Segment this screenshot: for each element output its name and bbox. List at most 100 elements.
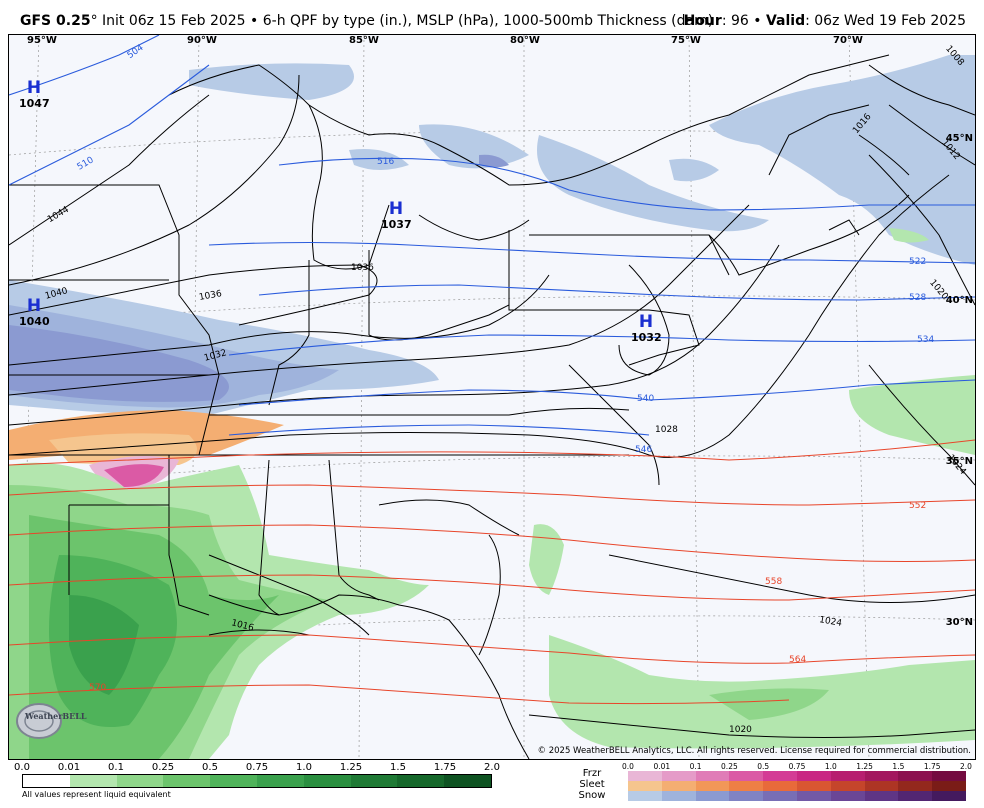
rain-ticks: 0.0 0.01 0.1 0.25 0.5 0.75 1.0 1.25 1.5 …	[14, 762, 500, 774]
isobar-label: 1028	[655, 425, 678, 435]
sleet-swatch	[830, 781, 865, 791]
type-tick: 1.0	[824, 762, 837, 771]
valid-time: Hour: 96 • Valid: 06z Wed 19 Feb 2025	[684, 13, 966, 29]
isobar-label: 1020	[729, 725, 752, 735]
rain-swatch	[303, 775, 351, 787]
rain-tick: 2.0	[484, 762, 500, 773]
rain-swatch	[23, 775, 70, 787]
frzr-swatch	[695, 771, 730, 781]
map-canvas	[9, 35, 975, 759]
rain-tick: 1.25	[339, 762, 363, 773]
frzr-swatch	[830, 771, 865, 781]
valid-value: : 06z Wed 19 Feb 2025	[805, 13, 966, 29]
precip-type-legend: 0.0 0.01 0.1 0.25 0.5 0.75 1.0 1.25 1.5 …	[560, 762, 980, 806]
type-tick: 0.1	[689, 762, 702, 771]
rain-swatch	[116, 775, 164, 787]
type-tick: 1.25	[856, 762, 873, 771]
weatherbell-logo: WeatherBELL	[13, 695, 97, 741]
thickness-red	[9, 439, 975, 705]
rain-swatch	[397, 775, 445, 787]
frzr-label: Frzr	[582, 768, 602, 779]
isobars	[9, 64, 975, 738]
map-title: GFS 0.25° Init 06z 15 Feb 2025 • 6-h QPF…	[20, 13, 713, 29]
rain-swatch	[163, 775, 211, 787]
snow-swatch	[763, 791, 797, 801]
model-name: GFS 0.25	[20, 13, 91, 29]
sleet-swatch	[864, 781, 899, 791]
isobar-label: 1036	[351, 263, 374, 273]
lon-label: 70°W	[833, 35, 863, 46]
pressure-value: 1040	[19, 315, 50, 328]
pressure-value: 1032	[631, 331, 662, 344]
sleet-swatch	[628, 781, 662, 791]
sleet-colorbar	[628, 781, 966, 791]
copyright-notice: © 2025 WeatherBELL Analytics, LLC. All r…	[537, 746, 971, 756]
frzr-swatch	[932, 771, 966, 781]
lon-label: 75°W	[671, 35, 701, 46]
type-tick: 1.5	[892, 762, 905, 771]
type-tick: 0.75	[788, 762, 806, 771]
frzr-swatch	[729, 771, 764, 781]
high-symbol: H	[638, 312, 654, 332]
lon-label: 95°W	[27, 35, 57, 46]
frzr-colorbar	[628, 771, 966, 781]
title-separator: •	[748, 13, 766, 29]
sleet-label: Sleet	[579, 779, 605, 790]
thickness-label: 558	[765, 577, 783, 587]
mixed-precip	[9, 410, 284, 490]
high-symbol: H	[26, 78, 42, 98]
sleet-swatch	[898, 781, 933, 791]
rain-tick: 0.0	[14, 762, 30, 773]
rain-tick: 0.25	[151, 762, 175, 773]
rain-colorbar	[22, 774, 492, 788]
rain-swatch	[210, 775, 257, 787]
high-pressure-center: H 1032	[631, 312, 662, 344]
type-tick: 0.5	[757, 762, 770, 771]
lat-label: 30°N	[945, 617, 973, 628]
type-ticks: 0.0 0.01 0.1 0.25 0.5 0.75 1.0 1.25 1.5 …	[622, 762, 972, 772]
lat-label: 40°N	[945, 295, 973, 306]
lat-label: 35°N	[945, 456, 973, 467]
frzr-swatch	[763, 771, 797, 781]
lon-label: 90°W	[187, 35, 217, 46]
frzr-swatch	[628, 771, 662, 781]
rain-swatch	[256, 775, 304, 787]
rain-tick: 0.1	[108, 762, 124, 773]
sleet-swatch	[729, 781, 764, 791]
frzr-swatch	[661, 771, 696, 781]
thickness-label: 564	[789, 655, 807, 665]
rain-tick: 0.75	[245, 762, 269, 773]
rain-swatch	[69, 775, 117, 787]
lon-label: 80°W	[510, 35, 540, 46]
sleet-swatch	[932, 781, 966, 791]
legend-note: All values represent liquid equivalent	[22, 790, 171, 799]
thickness-label: 528	[909, 293, 927, 303]
pressure-value: 1037	[381, 218, 412, 231]
snow-label: Snow	[578, 790, 606, 801]
type-tick: 0.25	[721, 762, 738, 771]
sleet-swatch	[796, 781, 831, 791]
pressure-value: 1047	[19, 97, 50, 110]
high-symbol: H	[388, 199, 404, 219]
rain-tick: 0.01	[57, 762, 81, 773]
thickness-label: 516	[377, 157, 395, 167]
thickness-label: 522	[909, 257, 927, 267]
high-pressure-center: H 1047	[19, 78, 50, 110]
rain-tick: 1.75	[433, 762, 457, 773]
valid-label: Valid	[765, 13, 806, 29]
rain-tick: 1.0	[296, 762, 312, 773]
logo-text: WeatherBELL	[25, 711, 87, 721]
title-bar: GFS 0.25° Init 06z 15 Feb 2025 • 6-h QPF…	[0, 0, 984, 34]
thickness-label: 570	[89, 683, 107, 693]
snow-swatch	[898, 791, 933, 801]
lon-label: 85°W	[349, 35, 379, 46]
high-symbol: H	[26, 296, 42, 316]
snow-swatch	[932, 791, 966, 801]
weather-map[interactable]: 95°W 90°W 85°W 80°W 75°W 70°W 45°N 40°N …	[8, 34, 976, 760]
type-tick: 0.01	[653, 762, 671, 771]
snow-swatch	[661, 791, 696, 801]
snow-swatch	[695, 791, 730, 801]
hour-value: : 96	[721, 13, 749, 29]
rain-swatch	[350, 775, 398, 787]
thickness-label: 534	[917, 335, 935, 345]
